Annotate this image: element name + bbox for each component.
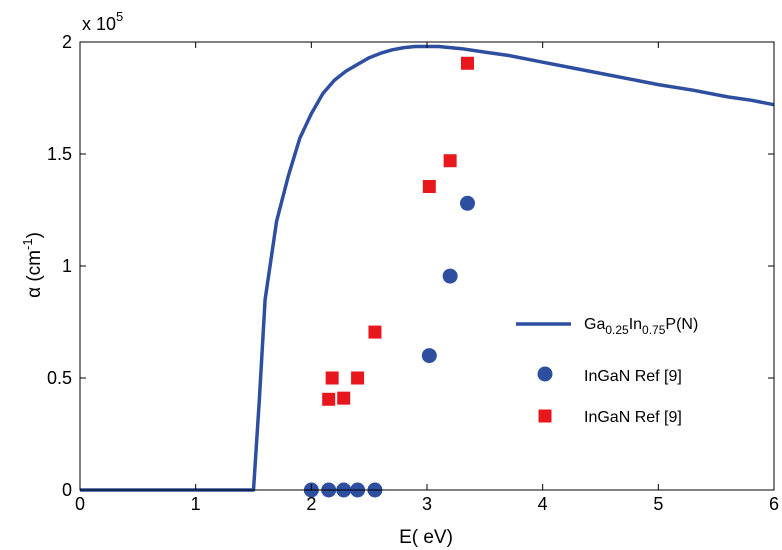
- data-point-square: [325, 371, 339, 385]
- x-tick-label: 3: [422, 494, 432, 514]
- legend-line-p2: In: [629, 316, 642, 333]
- x-tick-label: 6: [769, 494, 779, 514]
- x-tick-label: 1: [191, 494, 201, 514]
- data-point-square: [422, 179, 436, 193]
- data-point-square: [351, 371, 365, 385]
- y-tick-label: 1: [62, 256, 72, 276]
- x-tick-label: 2: [306, 494, 316, 514]
- x-axis-label-text: E( eV): [399, 527, 453, 548]
- legend-label-square: InGaN Ref [9]: [584, 409, 682, 426]
- y-axis-label-sup: -1: [20, 238, 35, 250]
- y-tick-label: 2: [62, 32, 72, 52]
- data-point-circle: [421, 348, 437, 364]
- data-point-square: [322, 392, 336, 406]
- y-axis-label-close: ): [24, 232, 45, 238]
- y-axis-label-base: α (cm: [24, 250, 45, 298]
- y-multiplier: x 105: [82, 9, 123, 34]
- legend-line-p3: P(N): [665, 316, 698, 333]
- x-axis-label: E( eV): [399, 527, 453, 548]
- legend-label-circle: InGaN Ref [9]: [584, 368, 682, 385]
- y-tick-label: 0.5: [47, 368, 72, 388]
- plot-area: [80, 44, 775, 498]
- legend-circle-swatch: [537, 366, 553, 382]
- series-line: [80, 44, 775, 492]
- legend-line-s2: 0.75: [642, 323, 666, 337]
- legend-square-swatch: [538, 409, 552, 423]
- data-point-circle: [459, 195, 475, 211]
- data-point-square: [443, 154, 457, 168]
- x-tick-label: 4: [538, 494, 548, 514]
- y-axis-label: α (cm-1): [20, 232, 45, 298]
- y-tick-label: 0: [62, 480, 72, 500]
- tick-marks: [79, 41, 775, 491]
- legend-line-s1: 0.25: [605, 323, 629, 337]
- data-point-square: [368, 325, 382, 339]
- data-point-square: [337, 391, 351, 405]
- y-multiplier-base: x 10: [82, 14, 116, 34]
- x-tick-label: 0: [75, 494, 85, 514]
- legend: Ga0.25In0.75P(N) InGaN Ref [9] InGaN Ref…: [516, 316, 698, 426]
- y-tick-label: 1.5: [47, 144, 72, 164]
- legend-line-p1: Ga: [584, 316, 605, 333]
- tick-labels: 0 1 2 3 4 5 6 0 0.5 1 1.5 2: [47, 32, 779, 514]
- legend-label-line: Ga0.25In0.75P(N): [584, 316, 698, 337]
- y-multiplier-exponent: 5: [116, 9, 123, 24]
- x-tick-label: 5: [653, 494, 663, 514]
- data-point-square: [460, 56, 474, 70]
- data-point-circle: [442, 268, 458, 284]
